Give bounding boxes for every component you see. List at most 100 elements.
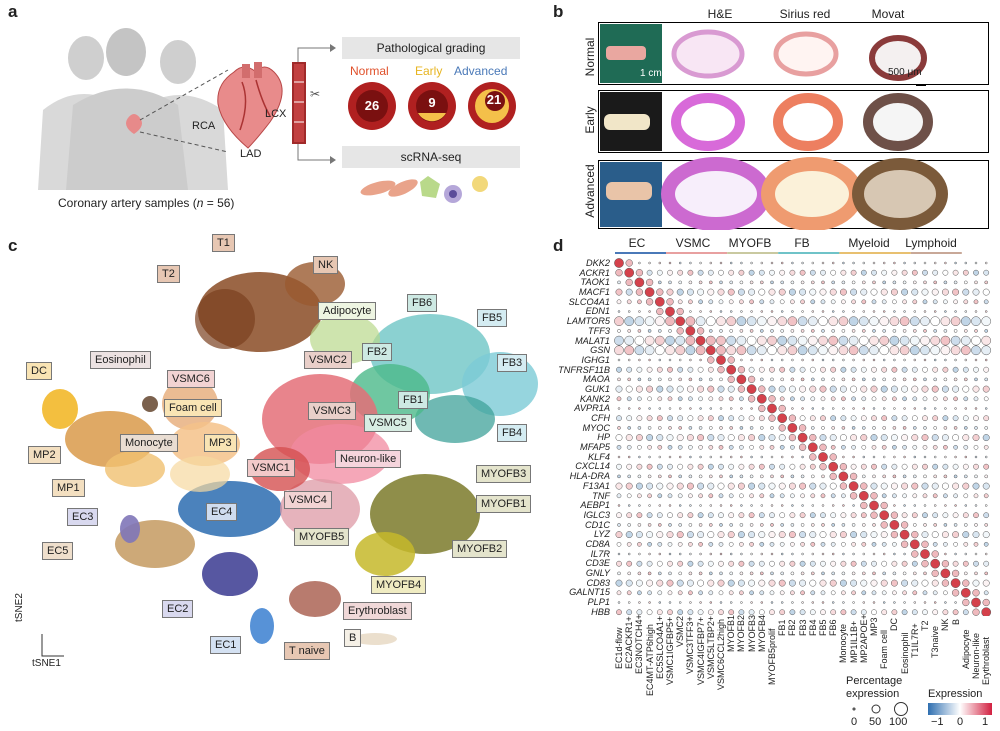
dot bbox=[768, 579, 776, 587]
dot bbox=[748, 482, 756, 490]
dot bbox=[982, 288, 990, 296]
dot bbox=[677, 493, 683, 499]
dot bbox=[984, 474, 989, 479]
dot bbox=[841, 299, 846, 305]
dot bbox=[872, 601, 876, 604]
dot bbox=[849, 472, 858, 481]
dot bbox=[791, 504, 794, 507]
dot bbox=[697, 512, 704, 519]
dot bbox=[769, 299, 775, 305]
dot bbox=[953, 377, 958, 382]
dot bbox=[616, 299, 622, 305]
dot bbox=[636, 512, 643, 519]
dot bbox=[658, 358, 662, 362]
dot bbox=[820, 299, 826, 305]
dot bbox=[627, 571, 632, 576]
label-fb3: FB3 bbox=[497, 354, 528, 372]
dot bbox=[709, 601, 713, 604]
dot bbox=[644, 287, 655, 297]
dot bbox=[871, 463, 877, 470]
dot bbox=[840, 415, 847, 422]
dot bbox=[686, 385, 694, 393]
dot bbox=[862, 523, 866, 527]
label-adipocyte: Adipocyte bbox=[318, 302, 377, 320]
dot bbox=[954, 358, 957, 362]
dot bbox=[717, 366, 725, 374]
dot bbox=[911, 530, 919, 539]
dot bbox=[902, 329, 907, 333]
gene-label: CD8A bbox=[585, 538, 610, 549]
gene-label: IL7R bbox=[590, 548, 610, 559]
dot bbox=[851, 523, 856, 527]
dot bbox=[913, 523, 917, 527]
dot bbox=[767, 335, 777, 346]
dot bbox=[972, 385, 980, 393]
label-t-naive: T naive bbox=[284, 642, 330, 660]
dot bbox=[862, 358, 866, 362]
dot bbox=[756, 393, 767, 404]
dot bbox=[872, 474, 876, 479]
dot bbox=[636, 415, 643, 422]
dot bbox=[913, 280, 917, 285]
dot bbox=[626, 299, 632, 305]
dot bbox=[820, 590, 826, 596]
dot bbox=[941, 579, 950, 587]
dot bbox=[807, 345, 818, 356]
label-fb6: FB6 bbox=[407, 294, 438, 312]
dot bbox=[739, 541, 744, 547]
dot bbox=[699, 504, 702, 507]
dot bbox=[646, 482, 654, 490]
dot bbox=[750, 504, 753, 507]
gene-label: TFF3 bbox=[588, 325, 610, 336]
dot bbox=[676, 434, 684, 442]
dot bbox=[881, 560, 888, 567]
row-advanced: Advanced bbox=[583, 164, 597, 218]
dot bbox=[677, 541, 683, 547]
dot bbox=[667, 512, 673, 519]
dot bbox=[892, 329, 897, 333]
dot bbox=[872, 280, 876, 285]
dot bbox=[983, 560, 990, 567]
dot bbox=[941, 385, 949, 393]
dot bbox=[960, 587, 971, 598]
dot bbox=[791, 310, 794, 313]
dot bbox=[921, 531, 929, 539]
dot bbox=[891, 560, 898, 567]
dot bbox=[862, 329, 866, 333]
dot bbox=[831, 358, 835, 362]
gene-label: KANK2 bbox=[579, 393, 610, 404]
dot bbox=[654, 296, 665, 307]
gene-label: MAOA bbox=[582, 374, 610, 385]
dot bbox=[760, 377, 764, 382]
dot bbox=[758, 463, 765, 470]
dot bbox=[890, 434, 898, 442]
dot bbox=[647, 493, 652, 499]
cell-type-label: NK bbox=[940, 618, 951, 631]
dot bbox=[871, 396, 877, 402]
dot bbox=[770, 571, 774, 576]
dot bbox=[952, 609, 959, 616]
dot bbox=[984, 310, 988, 313]
dot bbox=[758, 269, 765, 276]
dot bbox=[750, 261, 753, 265]
dot bbox=[656, 366, 663, 373]
dot bbox=[960, 316, 971, 327]
label-myofb2: MYOFB2 bbox=[452, 540, 508, 558]
dot bbox=[688, 396, 693, 402]
dot bbox=[769, 512, 775, 519]
dot bbox=[625, 385, 633, 393]
cell-type-label: VSMC1IGFBP5+ bbox=[665, 616, 675, 685]
dot bbox=[899, 345, 910, 356]
dot bbox=[739, 426, 744, 430]
dot bbox=[858, 345, 869, 356]
dot bbox=[862, 280, 866, 285]
dot bbox=[697, 385, 705, 393]
dot bbox=[901, 269, 908, 276]
dot bbox=[729, 407, 733, 410]
dot bbox=[850, 463, 857, 470]
dot bbox=[881, 541, 887, 547]
dot bbox=[858, 335, 869, 346]
dot bbox=[780, 601, 784, 604]
dot bbox=[688, 426, 693, 430]
dot bbox=[851, 590, 856, 596]
